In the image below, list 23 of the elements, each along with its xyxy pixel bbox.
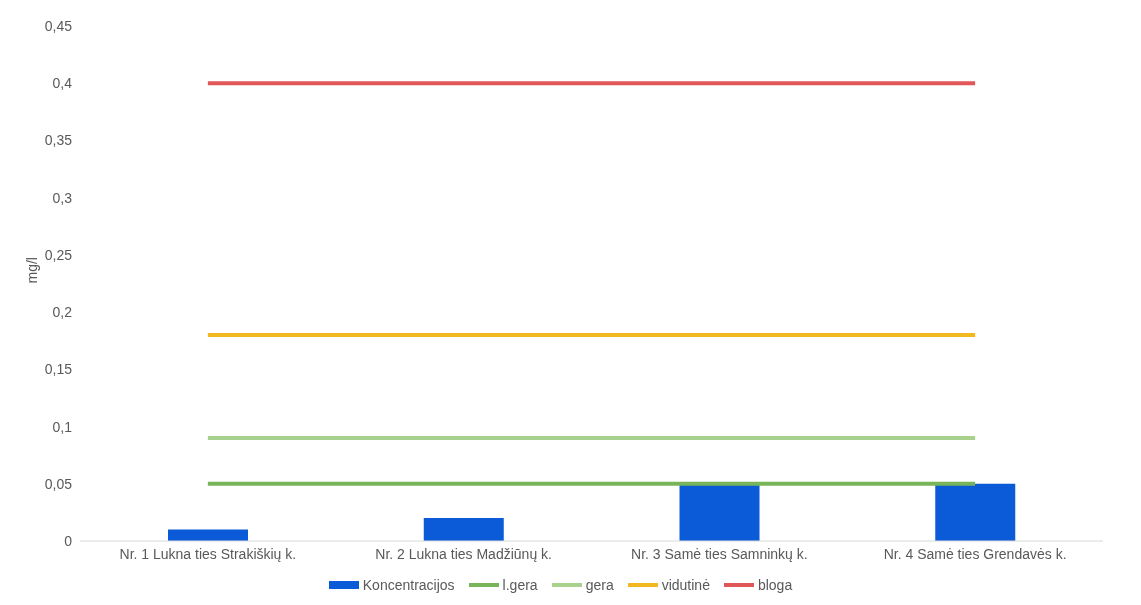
x-tick-label: Nr. 1 Lukna ties Strakiškių k. bbox=[119, 545, 297, 562]
bar bbox=[423, 518, 504, 541]
y-tick-label: 0 bbox=[64, 532, 73, 549]
x-tick-label: Nr. 3 Samė ties Samninkų k. bbox=[631, 545, 808, 562]
y-axis-title: mg/l bbox=[23, 257, 40, 284]
legend-label: bloga bbox=[757, 577, 793, 593]
y-tick-label: 0,1 bbox=[52, 418, 73, 435]
legend-label: Koncentracijos bbox=[362, 577, 455, 593]
legend-label: vidutinė bbox=[661, 577, 710, 593]
y-tick-label: 0,2 bbox=[52, 304, 73, 321]
x-tick-label: Nr. 4 Samė ties Grendavės k. bbox=[883, 545, 1067, 562]
x-tick-label: Nr. 2 Lukna ties Madžiūnų k. bbox=[375, 545, 552, 562]
y-tick-label: 0,4 bbox=[52, 75, 73, 92]
bar bbox=[679, 483, 760, 541]
y-tick-label: 0,15 bbox=[44, 361, 73, 378]
legend-label: l.gera bbox=[502, 577, 538, 593]
bar bbox=[935, 483, 1016, 541]
y-tick-label: 0,05 bbox=[44, 475, 73, 492]
legend-label: gera bbox=[585, 577, 614, 593]
y-tick-label: 0,35 bbox=[44, 132, 73, 149]
y-tick-label: 0,25 bbox=[44, 246, 73, 263]
y-tick-label: 0,3 bbox=[52, 189, 73, 206]
y-tick-label: 0,45 bbox=[44, 17, 73, 34]
